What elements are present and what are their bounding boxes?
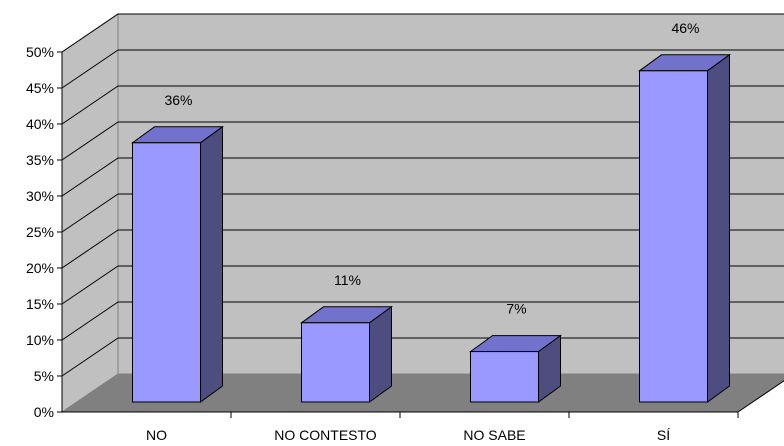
y-tick-label: 0%	[34, 404, 54, 420]
category-labels: NO NO CONTESTO NO SABE SÍ	[146, 427, 670, 443]
gridline-side	[61, 13, 119, 53]
y-tick-label: 40%	[26, 116, 54, 132]
y-tick-label: 35%	[26, 152, 54, 168]
y-tick-label: 30%	[26, 188, 54, 204]
y-axis-ticks: 0% 5% 10% 15% 20% 25% 30% 35% 40% 45% 50%	[26, 44, 62, 420]
data-labels: 36% 11% 7% 46%	[164, 20, 699, 317]
bars	[130, 53, 732, 403]
bar-side-face	[200, 125, 223, 403]
category-label: NO CONTESTO	[274, 427, 377, 443]
y-tick-label: 5%	[34, 368, 54, 384]
bar-no-contesto	[299, 305, 394, 403]
gridline-side	[61, 193, 119, 233]
gridline-side	[61, 121, 119, 161]
y-tick-label: 20%	[26, 260, 54, 276]
bar-front-face	[301, 322, 370, 403]
gridline-side	[61, 337, 119, 377]
gridline-side	[61, 265, 119, 305]
floor-edge	[737, 380, 784, 413]
gridline-side	[61, 229, 119, 269]
data-label: 7%	[506, 301, 526, 317]
bar-sí	[637, 53, 732, 403]
gridline-side	[61, 301, 119, 341]
gridline-side	[61, 49, 119, 89]
bar-front-face	[639, 70, 708, 403]
y-tick-label: 10%	[26, 332, 54, 348]
gridline-side	[61, 85, 119, 125]
gridline-side	[61, 157, 119, 197]
category-label: SÍ	[657, 427, 670, 443]
data-label: 46%	[671, 20, 699, 36]
data-label: 11%	[334, 272, 361, 288]
y-tick-label: 45%	[26, 80, 54, 96]
floor	[62, 374, 784, 412]
bar-side-face	[369, 305, 392, 403]
data-label: 36%	[164, 92, 192, 108]
category-label: NO	[146, 427, 167, 443]
bar-front-face	[132, 142, 201, 403]
bar-side-face	[707, 53, 730, 403]
y-tick-label: 25%	[26, 224, 54, 240]
category-label: NO SABE	[463, 427, 525, 443]
bar-no-sabe	[468, 334, 563, 403]
y-tick-label: 15%	[26, 296, 54, 312]
y-tick-label: 50%	[26, 44, 54, 60]
bar-front-face	[470, 351, 539, 403]
bar-no	[130, 125, 225, 403]
